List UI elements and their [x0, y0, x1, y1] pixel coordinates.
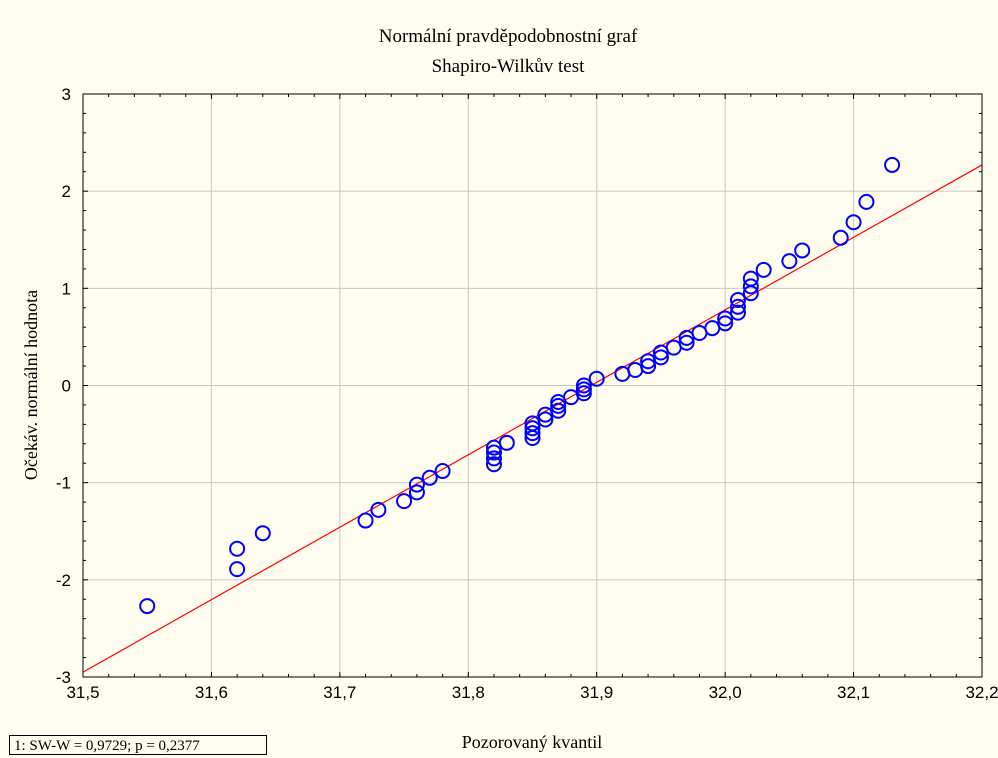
- data-point: [755, 261, 772, 278]
- data-point: [717, 310, 734, 327]
- y-axis-ticks: -3 -2 -1 0 1 2 3: [56, 85, 982, 687]
- data-point: [614, 365, 631, 382]
- stats-legend: 1: SW-W = 0,9729; p = 0,2377: [9, 735, 267, 755]
- data-point: [524, 425, 541, 442]
- data-point: [588, 370, 605, 387]
- data-point: [742, 270, 759, 287]
- data-point: [254, 525, 271, 542]
- data-point: [550, 402, 567, 419]
- x-tick-label: 32,1: [837, 683, 870, 702]
- x-tick-label: 31,8: [452, 683, 485, 702]
- data-points: [139, 156, 901, 615]
- data-point: [139, 598, 156, 615]
- reference-line: [82, 164, 983, 673]
- reference-line-group: [82, 164, 983, 673]
- y-tick-label: 1: [62, 279, 71, 298]
- data-point: [652, 349, 669, 366]
- data-point: [832, 229, 849, 246]
- data-point: [485, 444, 502, 461]
- x-tick-label: 31,6: [195, 683, 228, 702]
- x-tick-label: 31,5: [66, 683, 99, 702]
- data-point: [640, 358, 657, 375]
- data-point: [845, 214, 862, 231]
- data-point: [370, 501, 387, 518]
- chart-title: Normální pravděpodobnostní graf: [379, 26, 638, 47]
- data-point: [794, 242, 811, 259]
- data-point: [229, 540, 246, 557]
- x-tick-label: 32,0: [709, 683, 742, 702]
- y-tick-label: 0: [62, 377, 71, 396]
- data-point: [729, 304, 746, 321]
- y-tick-label: -3: [56, 668, 71, 687]
- data-point: [537, 411, 554, 428]
- data-point: [858, 193, 875, 210]
- data-point: [729, 291, 746, 308]
- y-axis-title: Očekáv. normální hodnota: [21, 290, 41, 480]
- y-tick-label: 3: [62, 85, 71, 104]
- data-point: [717, 315, 734, 332]
- data-point: [742, 278, 759, 295]
- data-point: [396, 493, 413, 510]
- data-point: [421, 469, 438, 486]
- grid-lines: [83, 94, 982, 677]
- x-axis-ticks: 31,5 31,6 31,7 31,8 31,9 32,0 32,1 32,2: [66, 94, 998, 702]
- y-tick-label: -2: [56, 571, 71, 590]
- x-axis-title: Pozorovaný kvantil: [462, 732, 602, 752]
- x-tick-label: 31,7: [323, 683, 356, 702]
- data-point: [498, 434, 515, 451]
- data-point: [729, 298, 746, 315]
- data-point: [781, 253, 798, 270]
- x-tick-label: 32,2: [965, 683, 998, 702]
- x-tick-label: 31,9: [580, 683, 613, 702]
- chart-subtitle: Shapiro-Wilkův test: [432, 56, 586, 77]
- data-point: [408, 484, 425, 501]
- data-point: [678, 334, 695, 351]
- data-point: [627, 361, 644, 378]
- y-tick-label: -1: [56, 474, 71, 493]
- data-point: [408, 476, 425, 493]
- y-tick-label: 2: [62, 182, 71, 201]
- data-point: [485, 456, 502, 473]
- data-point: [357, 512, 374, 529]
- data-point: [575, 381, 592, 398]
- data-point: [884, 156, 901, 173]
- data-point: [575, 377, 592, 394]
- data-point: [575, 385, 592, 402]
- data-point: [550, 397, 567, 414]
- data-point: [229, 561, 246, 578]
- data-point: [434, 463, 451, 480]
- data-point: [485, 450, 502, 467]
- data-point: [524, 420, 541, 437]
